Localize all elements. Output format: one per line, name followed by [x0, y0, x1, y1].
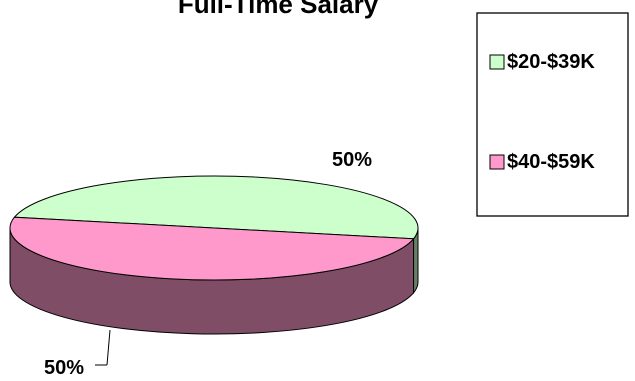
data-label-leader-line	[106, 329, 111, 366]
legend-label-20-39k: $20-$39K	[507, 51, 595, 73]
chart-title: Full-Time Salary	[178, 0, 379, 19]
legend-swatch-20-39k	[489, 54, 505, 70]
pie-tops	[9, 175, 419, 281]
pie-slice-40-59k	[9, 216, 415, 281]
data-label-40-59k: 50%	[332, 149, 372, 171]
legend-box	[476, 12, 629, 217]
data-label-20-39k: 50%	[44, 357, 84, 379]
legend-label-40-59k: $40-$59K	[507, 151, 595, 173]
legend-swatch-40-59k	[489, 154, 505, 170]
legend: $20-$39K $40-$59K	[476, 12, 629, 217]
pie-slice-20-39k	[13, 175, 419, 240]
